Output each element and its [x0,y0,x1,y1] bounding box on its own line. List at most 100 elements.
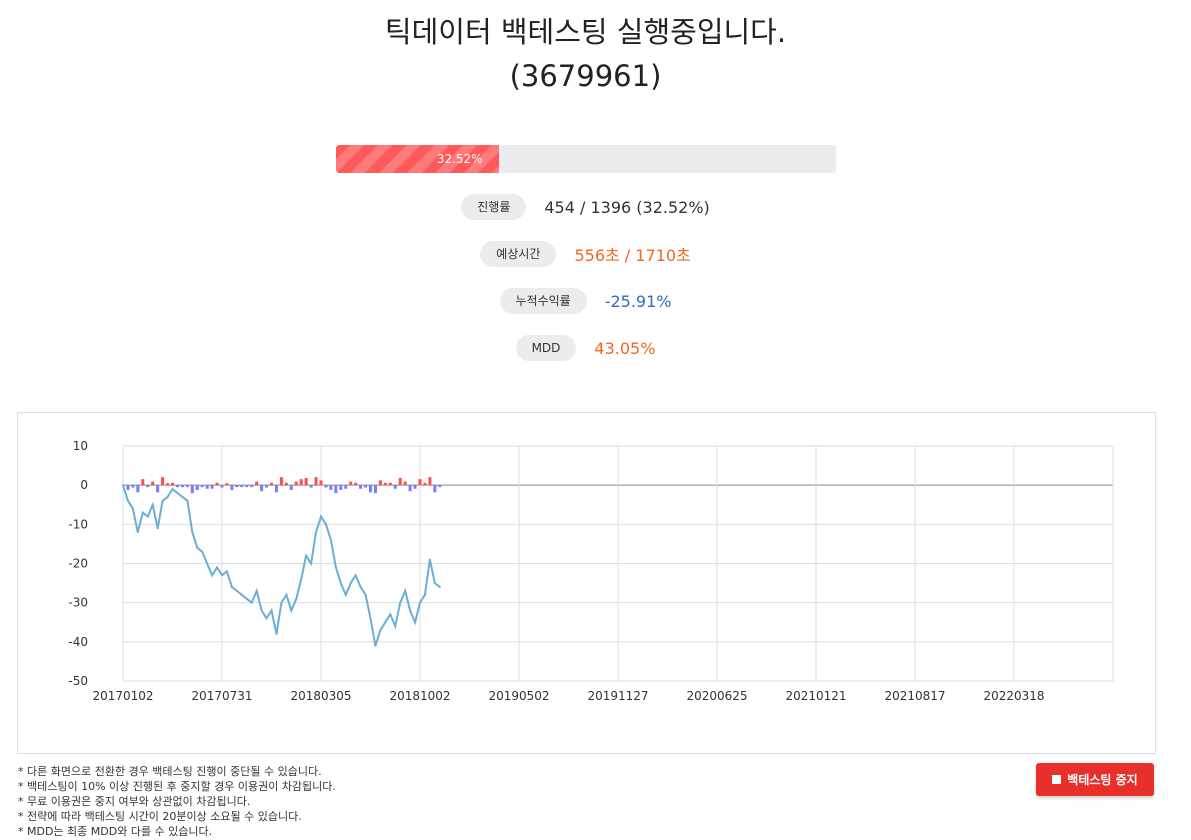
cumulative-return-point [131,507,134,510]
daily-return-bar [383,482,387,486]
y-tick-label: -40 [68,635,88,649]
daily-return-bar [161,477,165,486]
cumulative-return-point [280,601,283,604]
cumulative-return-point [240,593,243,596]
cumulative-return-point [156,527,159,530]
cumulative-return-point [166,495,169,498]
cumulative-return-point [235,589,238,592]
note-item: * 다른 화면으로 전환한 경우 백테스팅 진행이 중단될 수 있습니다. [18,765,322,778]
note-item: * 전략에 따라 백테스팅 시간이 20분이상 소요될 수 있습니다. [18,810,302,823]
daily-return-bar [151,481,155,486]
stat-cumulative-return: 누적수익률 -25.91% [0,286,1171,316]
daily-return-bar [220,485,224,488]
cumulative-return-point [315,531,318,534]
stat-estimated-time: 예상시간 556초 / 1710초 [0,239,1171,269]
cumulative-return-point [354,574,357,577]
cumulative-return-point [379,629,382,632]
stat-estimated-time-value: 556초 / 1710초 [574,246,691,265]
cumulative-return-point [250,601,253,604]
cumulative-return-point [384,621,387,624]
daily-return-bar [235,485,239,488]
daily-return-bar [274,485,278,493]
stop-backtest-label: 백테스팅 중지 [1067,773,1138,787]
cumulative-return-point [122,484,124,487]
cumulative-return-point [275,633,278,635]
daily-return-bar [438,485,442,488]
stop-icon [1052,775,1062,784]
daily-return-bar [433,485,437,493]
y-tick-label: -20 [68,557,88,571]
daily-return-bar [215,482,219,486]
cumulative-return-point [339,582,342,585]
progress-label: 32.52% [436,152,483,166]
daily-return-bar [270,482,273,486]
cumulative-return-point [191,531,194,534]
stop-backtest-button[interactable]: 백테스팅 중지 [1036,763,1154,796]
daily-return-bar [230,485,234,490]
daily-return-bar [156,485,160,493]
x-tick-label: 20210817 [884,689,945,703]
x-tick-label: 20181002 [389,689,450,703]
cumulative-return-point [305,554,308,557]
cumulative-return-point [270,609,273,612]
cumulative-return-point [181,495,184,498]
cumulative-return-point [423,593,426,596]
y-tick-label: 10 [73,439,88,453]
cumulative-return-point [389,613,392,616]
cumulative-return-point [349,582,352,585]
cumulative-return-point [136,531,139,534]
cumulative-return-point [369,617,372,620]
cumulative-return-point [394,625,397,628]
daily-return-bar [141,479,145,486]
daily-return-bar [369,485,372,493]
daily-return-bar [190,485,194,494]
daily-return-bar [364,485,368,488]
cumulative-return-point [206,562,209,565]
daily-return-bar [354,482,358,486]
daily-return-bar [146,485,150,488]
daily-return-bar [428,477,432,486]
cumulative-return-point [290,609,293,612]
page-title: 틱데이터 백테스팅 실행중입니다. (3679961) [0,10,1171,98]
cumulative-return-point [359,586,362,588]
cumulative-return-point [285,593,288,596]
daily-return-bar [180,485,184,488]
progress-fill: 32.52% [336,145,499,173]
y-tick-label: -30 [68,596,88,610]
daily-return-bar [210,485,214,489]
daily-return-bar [225,483,229,486]
stat-progress-label: 진행률 [461,194,527,220]
stat-progress-value: 454 / 1396 (32.52%) [544,197,710,217]
daily-return-bar [359,485,363,489]
cumulative-return-point [334,566,337,569]
cumulative-return-point [171,488,174,491]
daily-return-bar [418,479,422,486]
daily-return-bar [344,485,348,489]
daily-return-bar [255,481,259,486]
chart-svg: 10 0 -10 -20 -30 -40 -50 20170102 20170731 201803… [68,439,1114,703]
daily-return-bar [334,485,338,494]
y-tick-label: -50 [68,674,88,688]
x-tick-label: 20191127 [587,689,648,703]
daily-return-bar [408,485,412,492]
cumulative-return-point [255,589,258,592]
cumulative-return-point [433,582,436,585]
stat-progress: 진행률 454 / 1396 (32.52%) [0,192,1171,222]
cumulative-return-point [310,562,313,565]
daily-return-bar [195,485,199,490]
stat-mdd-label: MDD [515,335,577,361]
daily-return-bar [398,477,402,486]
daily-return-bar [423,482,427,486]
cumulative-return-point [374,644,377,647]
cumulative-return-point [216,566,219,569]
stat-estimated-time-label: 예상시간 [480,241,557,267]
daily-return-bar [403,481,407,486]
daily-return-bar [240,485,244,488]
x-tick-label: 20200625 [686,689,747,703]
cumulative-return-point [438,586,441,588]
cumulative-return-point [419,601,421,604]
daily-return-bar [388,482,392,486]
daily-return-bar [329,485,333,490]
x-tick-label: 20170731 [191,689,252,703]
cumulative-return-point [245,597,248,600]
